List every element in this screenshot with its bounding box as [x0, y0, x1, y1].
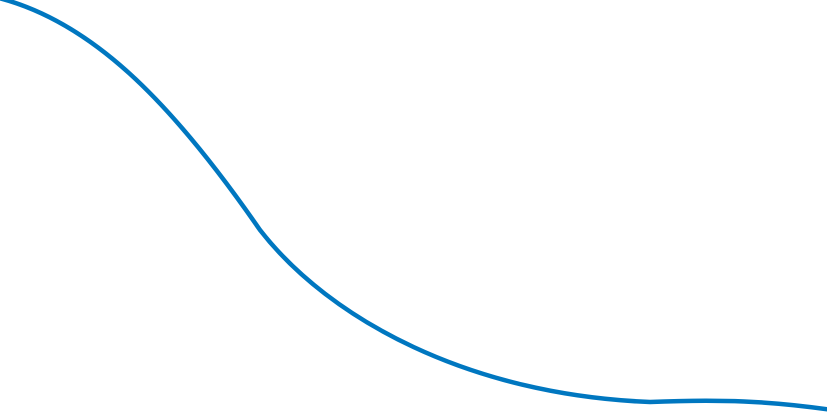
wave-line: [0, 0, 827, 412]
decorative-wave-curve: [0, 0, 827, 412]
